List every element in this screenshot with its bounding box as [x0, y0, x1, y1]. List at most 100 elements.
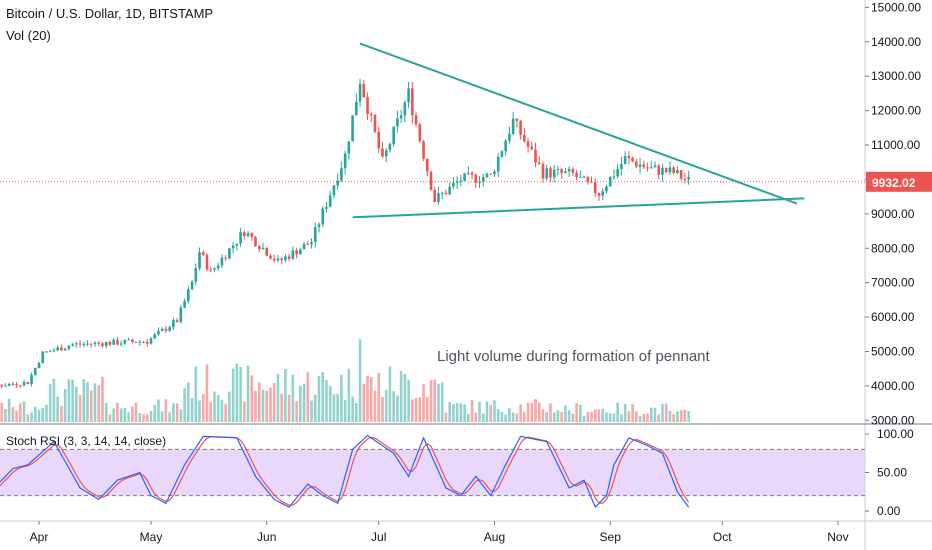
time-tick-label: May	[140, 530, 163, 544]
volume-bar	[448, 402, 451, 422]
candle-body	[123, 340, 127, 344]
volume-bar	[60, 405, 63, 422]
candle-body	[515, 118, 519, 121]
candle-body	[317, 224, 321, 228]
volume-bar	[15, 410, 18, 422]
candle-body	[526, 141, 530, 147]
candle-body	[608, 177, 612, 187]
candle-body	[564, 171, 567, 173]
volume-bar	[373, 390, 377, 422]
volume-bar	[168, 412, 171, 422]
candle-body	[30, 374, 33, 385]
volume-bar	[608, 413, 612, 422]
volume-bar	[381, 396, 384, 422]
volume-bar	[511, 412, 515, 422]
candle-body	[183, 301, 186, 308]
candle-body	[616, 168, 619, 177]
volume-bar	[228, 391, 231, 422]
volume-bar	[157, 399, 160, 422]
candle-body	[235, 243, 239, 246]
volume-bar	[597, 409, 601, 422]
volume-bar	[642, 413, 646, 422]
candle-body	[369, 114, 373, 116]
candle-body	[332, 185, 336, 196]
candle-body	[567, 168, 571, 172]
volume-bar	[657, 414, 661, 422]
volume-bar	[145, 414, 149, 422]
volume-bar	[340, 374, 343, 422]
stoch-rsi-label: Stoch RSI (3, 3, 14, 14, close)	[6, 434, 167, 448]
volume-bar	[571, 413, 575, 422]
candle-body	[459, 180, 463, 182]
candle-body	[37, 362, 41, 368]
volume-bar	[429, 380, 433, 422]
candle-body	[403, 102, 407, 116]
candle-body	[336, 180, 339, 186]
price-tick-label: 13000.00	[871, 69, 921, 83]
trendline-lower	[352, 197, 805, 219]
volume-bar	[336, 393, 339, 422]
volume-bar	[526, 402, 530, 422]
candle-body	[340, 168, 343, 181]
candle-body	[11, 383, 15, 385]
candle-body	[467, 172, 470, 174]
candle-body	[71, 344, 74, 347]
candle-body	[381, 148, 384, 157]
candle-body	[75, 343, 78, 345]
candle-body	[284, 256, 287, 261]
volume-bar	[530, 402, 534, 422]
stoch-k-line	[0, 434, 690, 509]
candle-body	[545, 168, 549, 179]
volume-bar	[149, 411, 153, 422]
candle-body	[15, 384, 18, 386]
candle-body	[213, 268, 216, 270]
candle-body	[635, 161, 638, 167]
candle-body	[672, 167, 675, 174]
candle-body	[463, 173, 466, 181]
candle-body	[239, 232, 242, 244]
candle-body	[638, 164, 642, 167]
volume-bar	[411, 399, 414, 422]
last-price-value: 9932.02	[872, 176, 916, 190]
candle-body	[627, 156, 631, 159]
volume-bar	[56, 396, 59, 422]
volume-bar	[638, 415, 642, 422]
candle-body	[496, 156, 500, 172]
candle-body	[287, 256, 291, 259]
volume-bar	[269, 387, 272, 422]
volume-bar	[328, 385, 332, 422]
candle-body	[164, 328, 168, 331]
candle-body	[48, 351, 52, 353]
candle-body	[481, 177, 485, 182]
candle-body	[582, 176, 586, 178]
volume-bar	[403, 373, 407, 422]
volume-bar	[224, 403, 227, 422]
volume-bar	[86, 381, 89, 422]
stoch-tick-label: 100.00	[877, 427, 914, 441]
volume-bar	[257, 382, 261, 422]
candle-body	[131, 339, 134, 342]
volume-bar	[123, 408, 127, 422]
volume-bar	[444, 412, 448, 422]
candle-body	[448, 186, 451, 195]
volume-bar	[198, 400, 201, 422]
candle-body	[500, 151, 504, 157]
candle-body	[455, 181, 459, 183]
volume-bar	[37, 410, 41, 422]
volume-bar	[33, 406, 37, 422]
volume-bar	[504, 414, 507, 422]
candle-body	[534, 149, 537, 163]
candle-body	[272, 258, 276, 261]
volume-bar	[396, 395, 399, 422]
price-tick-label: 6000.00	[871, 310, 915, 324]
candle-body	[265, 247, 269, 256]
volume-bar	[582, 415, 586, 422]
volume-bar	[160, 411, 164, 422]
volume-bar	[119, 408, 123, 422]
candle-body	[683, 178, 687, 180]
volume-bar	[48, 384, 52, 422]
candle-body	[187, 289, 190, 302]
candle-body	[93, 342, 97, 345]
volume-bar	[142, 414, 145, 422]
